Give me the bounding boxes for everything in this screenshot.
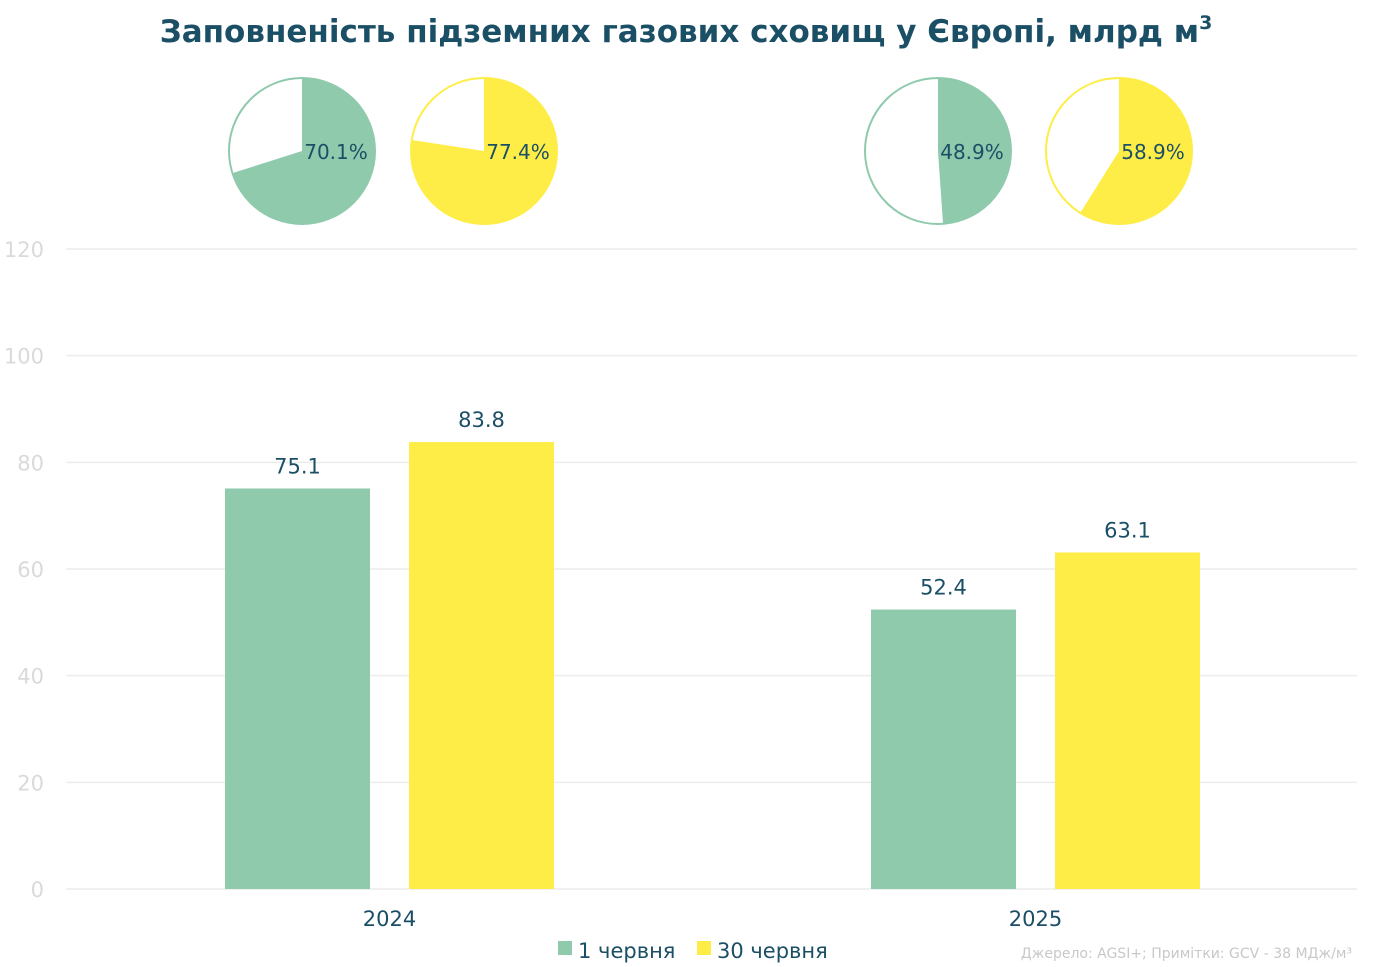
bar-value-label: 83.8 [458,408,505,432]
y-tick-label: 80 [17,451,44,475]
fill-pie-charts: 70.1% 77.4% 48.9% 58.9% [228,77,1193,225]
y-tick-label: 60 [17,558,44,582]
pie-percent-label: 58.9% [1121,140,1185,164]
legend-label-june-1: 1 червня [578,939,675,963]
legend: 1 червня 30 червня [558,939,828,963]
pie-fill-slice [1080,78,1192,224]
bar-value-label: 52.4 [920,576,967,600]
chart-title: Заповненість підземних газових сховищ у … [160,12,1213,50]
pie-percent-label: 77.4% [486,140,550,164]
bar-value-label: 75.1 [274,454,321,478]
bar-value-label: 63.1 [1104,518,1151,542]
legend-swatch-june-1 [558,941,572,955]
pie-percent-label: 48.9% [940,140,1004,164]
bar [1055,552,1200,889]
pie-fill-slice [938,78,1011,224]
bar [871,609,1016,889]
grid: 0 20 40 60 80 100 120 [4,238,1357,902]
legend-label-june-30: 30 червня [717,939,828,963]
y-tick-label: 120 [4,238,44,262]
source-note: Джерело: AGSI+; Примітки: GCV - 38 МДж/м… [1021,946,1352,962]
x-category-label: 2024 [363,907,416,931]
y-tick-label: 40 [17,665,44,689]
pie-fill-slice [410,78,557,224]
legend-swatch-june-30 [697,941,711,955]
x-category-label: 2025 [1009,907,1062,931]
bar [409,442,554,889]
y-tick-label: 20 [17,771,44,795]
y-tick-label: 0 [31,878,44,902]
y-tick-label: 100 [4,345,44,369]
pie-fill-slice [232,78,375,224]
bars: 75.1 83.8 2024 52.4 63.1 2025 [225,408,1200,931]
pie-percent-label: 70.1% [304,140,368,164]
bar [225,488,370,889]
